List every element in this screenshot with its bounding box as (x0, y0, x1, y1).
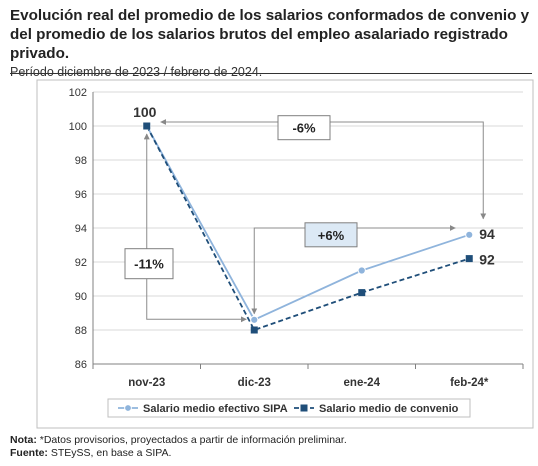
y-tick-label: 96 (75, 189, 87, 201)
y-tick-label: 86 (75, 359, 87, 371)
annotation-label: -6% (292, 121, 316, 136)
chart-subtitle: Período diciembre de 2023 / febrero de 2… (10, 65, 263, 79)
y-tick-label: 94 (75, 223, 87, 235)
series-point (250, 326, 258, 334)
data-label: 94 (479, 226, 495, 242)
annotation-label: -11% (134, 257, 164, 272)
series-point (357, 266, 366, 275)
chart-title: Evolución real del promedio de los salar… (10, 7, 530, 62)
data-label: 100 (133, 104, 157, 120)
x-tick-label: nov-23 (128, 377, 165, 389)
y-tick-label: 92 (75, 257, 87, 269)
note-label: Nota: (10, 434, 37, 446)
x-tick-label: feb-24* (450, 377, 489, 389)
y-tick-label: 98 (75, 155, 87, 167)
header-divider (10, 73, 532, 74)
legend-box (107, 398, 471, 418)
annotation-label: +6% (318, 228, 345, 243)
series-line-1 (145, 125, 470, 321)
annotation-box (277, 115, 331, 141)
series-point (358, 289, 366, 297)
annotation-box (304, 222, 358, 248)
y-tick-label: 102 (69, 87, 87, 99)
note-line: Nota: *Datos provisorios, proyectados a … (10, 434, 347, 447)
legend-label: Salario medio efectivo SIPA (143, 403, 288, 415)
series-point (465, 255, 473, 263)
chart-header: Evolución real del promedio de los salar… (10, 6, 532, 80)
note-text: *Datos provisorios, proyectados a partir… (36, 434, 347, 446)
annotation-box (124, 248, 174, 280)
y-tick-label: 88 (75, 325, 87, 337)
source-line: Fuente: STEySS, en base a SIPA. (10, 447, 347, 460)
legend-swatch-marker (300, 404, 308, 412)
y-tick-label: 90 (75, 291, 87, 303)
annotation-connector (251, 225, 456, 315)
x-tick-label: dic-23 (238, 377, 271, 389)
series-point (143, 122, 151, 130)
annotation-connector (143, 133, 247, 323)
series-line-2 (145, 125, 470, 332)
source-text: STEySS, en base a SIPA. (47, 447, 172, 459)
x-tick-label: ene-24 (344, 377, 381, 389)
chart-frame (36, 79, 534, 429)
legend-swatch-marker (124, 404, 132, 412)
annotation-connector (160, 119, 487, 220)
y-tick-label: 100 (69, 121, 87, 133)
series-point (250, 315, 259, 324)
series-point (465, 230, 474, 239)
data-label: 92 (479, 252, 495, 268)
legend-label: Salario medio de convenio (319, 403, 459, 415)
footnotes: Nota: *Datos provisorios, proyectados a … (10, 434, 347, 460)
line-chart: 86 88 90 92 94 96 98 100 102 nov-23 dic-23 ene-24 fe… (36, 79, 534, 429)
source-label: Fuente: (10, 447, 48, 459)
